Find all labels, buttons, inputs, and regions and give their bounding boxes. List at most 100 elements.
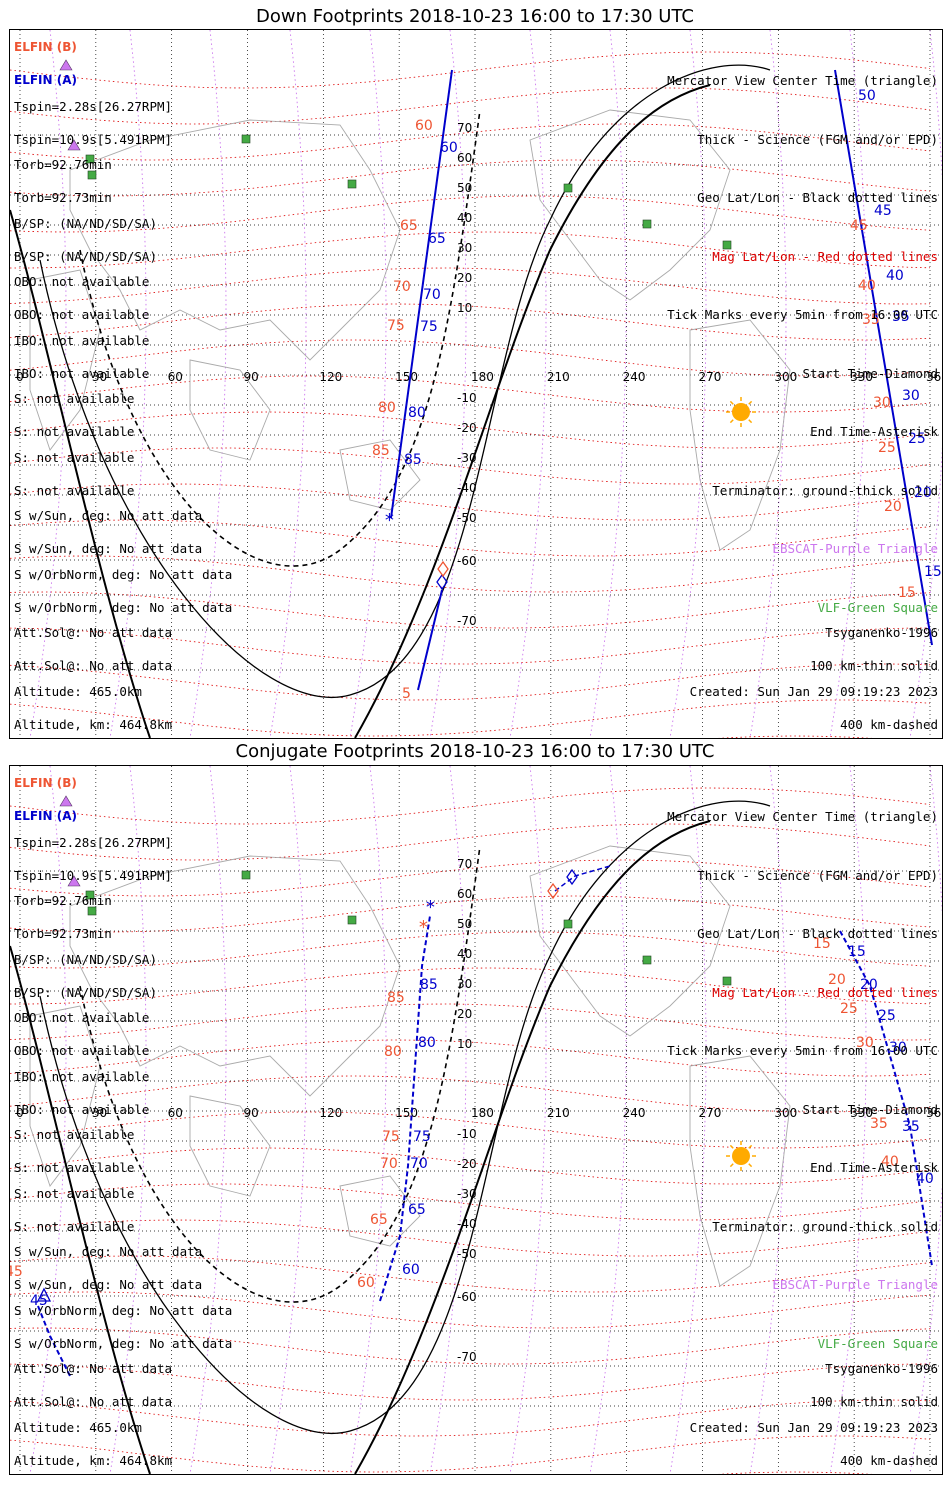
lon-tick-label: 300 [774,1106,797,1120]
mag-lat-line [10,1291,931,1329]
start-diamond-icon [547,882,559,900]
mag-lat-line [10,699,931,737]
elfin-a-track [834,69,933,646]
mag-lon-line [509,30,547,738]
elfin-b-tick-label: 20 [828,972,846,988]
elfin-a-tick-label: 85 [420,977,438,993]
mag-lon-line [909,30,942,738]
mag-lat-line [10,231,931,269]
elfin-b-tick-label: 80 [378,400,396,416]
lon-tick-label: 360 [926,1106,942,1120]
map-canvas-down: 0 30 60 90 120 150 180 210 240 270 300 330 360 70 60 50… [10,30,942,738]
elfin-a-tick-label: 30 [889,1040,907,1056]
legend-item: 400 km-dashed [840,716,938,732]
footer: Tsyganenko-1996 Created: Sun Jan 29 09:1… [690,584,938,738]
elfin-a-line: S w/Sun, deg: No att data [14,1277,203,1292]
legend-item: Tick Marks every 5min from 16:00 UTC [667,1043,938,1058]
sun-icon [732,403,750,421]
elfin-a-track [417,589,443,691]
ebscat-triangle [59,59,73,71]
elfin-a-track [37,1305,71,1377]
legend-item: EBSCAT-Purple Triangle [772,1277,938,1292]
vlf-square [87,906,97,916]
continent-outline [69,855,401,1097]
elfin-a-info: ELFIN (A) Tspin=10.9s[5.491RPM] Torb=92.… [14,32,232,738]
mag-lon-line [589,766,627,1474]
mag-lat-line [10,931,931,969]
terminator-100km [39,64,771,698]
mag-lat-line [10,375,931,413]
elfin-a-tick-label: 75 [420,319,438,335]
lat-tick-label: 50 [457,181,472,195]
terminator-400km [79,845,481,1303]
lon-tick-label: 180 [471,370,494,384]
elfin-a-tick-label: 35 [902,1119,920,1135]
mag-lat-line [10,1183,931,1221]
elfin-a-line: IBO: not available [14,1101,150,1117]
legend-item: Terminator: ground-thick solid [712,482,938,498]
elfin-a-tick-label: 80 [408,405,426,421]
legend: Mercator View Center Time (triangle) Thi… [667,768,938,1474]
elfin-b-tick-label: 40 [881,1154,899,1170]
mag-lat-line [10,51,931,89]
end-asterisk-icon: * [418,917,429,938]
elfin-a-tick-label: 15 [848,944,866,960]
vlf-square [642,955,652,965]
legend-item: Thick - Science (FGM and/or EPD) [697,131,938,147]
lon-tick-label: 240 [623,370,646,384]
map-panel-conjugate: 0 30 60 90 120 150 180 210 240 270 300 330 360 70 60 50… [9,765,943,1475]
lon-tick-label: 240 [623,1106,646,1120]
vlf-square [722,976,732,986]
elfin-a-tick-label: 65 [428,231,446,247]
mag-lon-line [669,766,707,1474]
elfin-a-line: B/SP: (NA/ND/SD/SA) [14,248,157,264]
mag-lon-line [109,766,147,1474]
legend-item: Geo Lat/Lon - Black dotted lines [697,190,938,205]
lon-tick-label: 0 [16,1106,24,1120]
lat-tick-label: 20 [457,271,472,285]
elfin-b-line: Altitude: 465.0km [14,683,142,699]
elfin-b-line: B/SP: (NA/ND/SD/SA) [14,215,157,231]
elfin-b-tick-label: 85 [372,443,390,459]
lat-tick-label: 40 [457,947,472,961]
mag-lon-line [29,766,67,1474]
mag-lat-line [10,1327,931,1365]
legend: Mercator View Center Time (triangle) Thi… [667,32,938,738]
vlf-square [241,870,251,880]
mag-lat-line [10,1075,931,1113]
created-label: Created: Sun Jan 29 09:19:23 2023 [689,1419,938,1435]
continent-outline [29,269,101,451]
mag-lon-line [29,30,67,738]
elfin-b-line: Altitude: 465.0km [14,1419,142,1435]
legend-item: Mercator View Center Time (triangle) [667,73,938,88]
lon-tick-label: 120 [319,1106,342,1120]
terminator-ground [354,84,711,738]
elfin-a-line: Att.Sol@: No att data [14,1394,173,1409]
elfin-a-track [839,930,933,1267]
elfin-b-line: Torb=92.76min [14,157,112,172]
continent-outline [689,319,791,551]
continent-outline [29,1005,101,1187]
elfin-b-info: ELFIN (B) Tspin=2.28s[26.27RPM] Torb=92.… [14,766,232,1474]
elfin-b-line: S: not available [14,391,135,406]
legend-item: VLF-Green Square [817,599,938,615]
elfin-b-line: IBO: not available [14,332,150,348]
lon-tick-label: 270 [699,1106,722,1120]
map-canvas-conjugate: 0 30 60 90 120 150 180 210 240 270 300 330 360 70 60 50… [10,766,942,1474]
elfin-a-line: S w/Sun, deg: No att data [14,541,203,556]
mag-lat-line [10,967,931,1005]
ebscat-triangle [67,139,81,151]
elfin-a-line: IBO: not available [14,365,150,381]
elfin-a-tick-label: 80 [418,1035,436,1051]
sun-ray [729,1144,734,1149]
lon-tick-label: 270 [699,370,722,384]
mag-lon-line [669,30,707,738]
mag-lat-line [10,267,931,305]
vlf-square [85,154,95,164]
mag-lat-line [10,1255,931,1293]
elfin-b-tick-label: 80 [384,1044,402,1060]
mag-lat-line [10,1147,931,1185]
vlf-square [563,919,573,929]
lat-tick-label: -20 [457,421,477,435]
lon-tick-label: 180 [471,1106,494,1120]
